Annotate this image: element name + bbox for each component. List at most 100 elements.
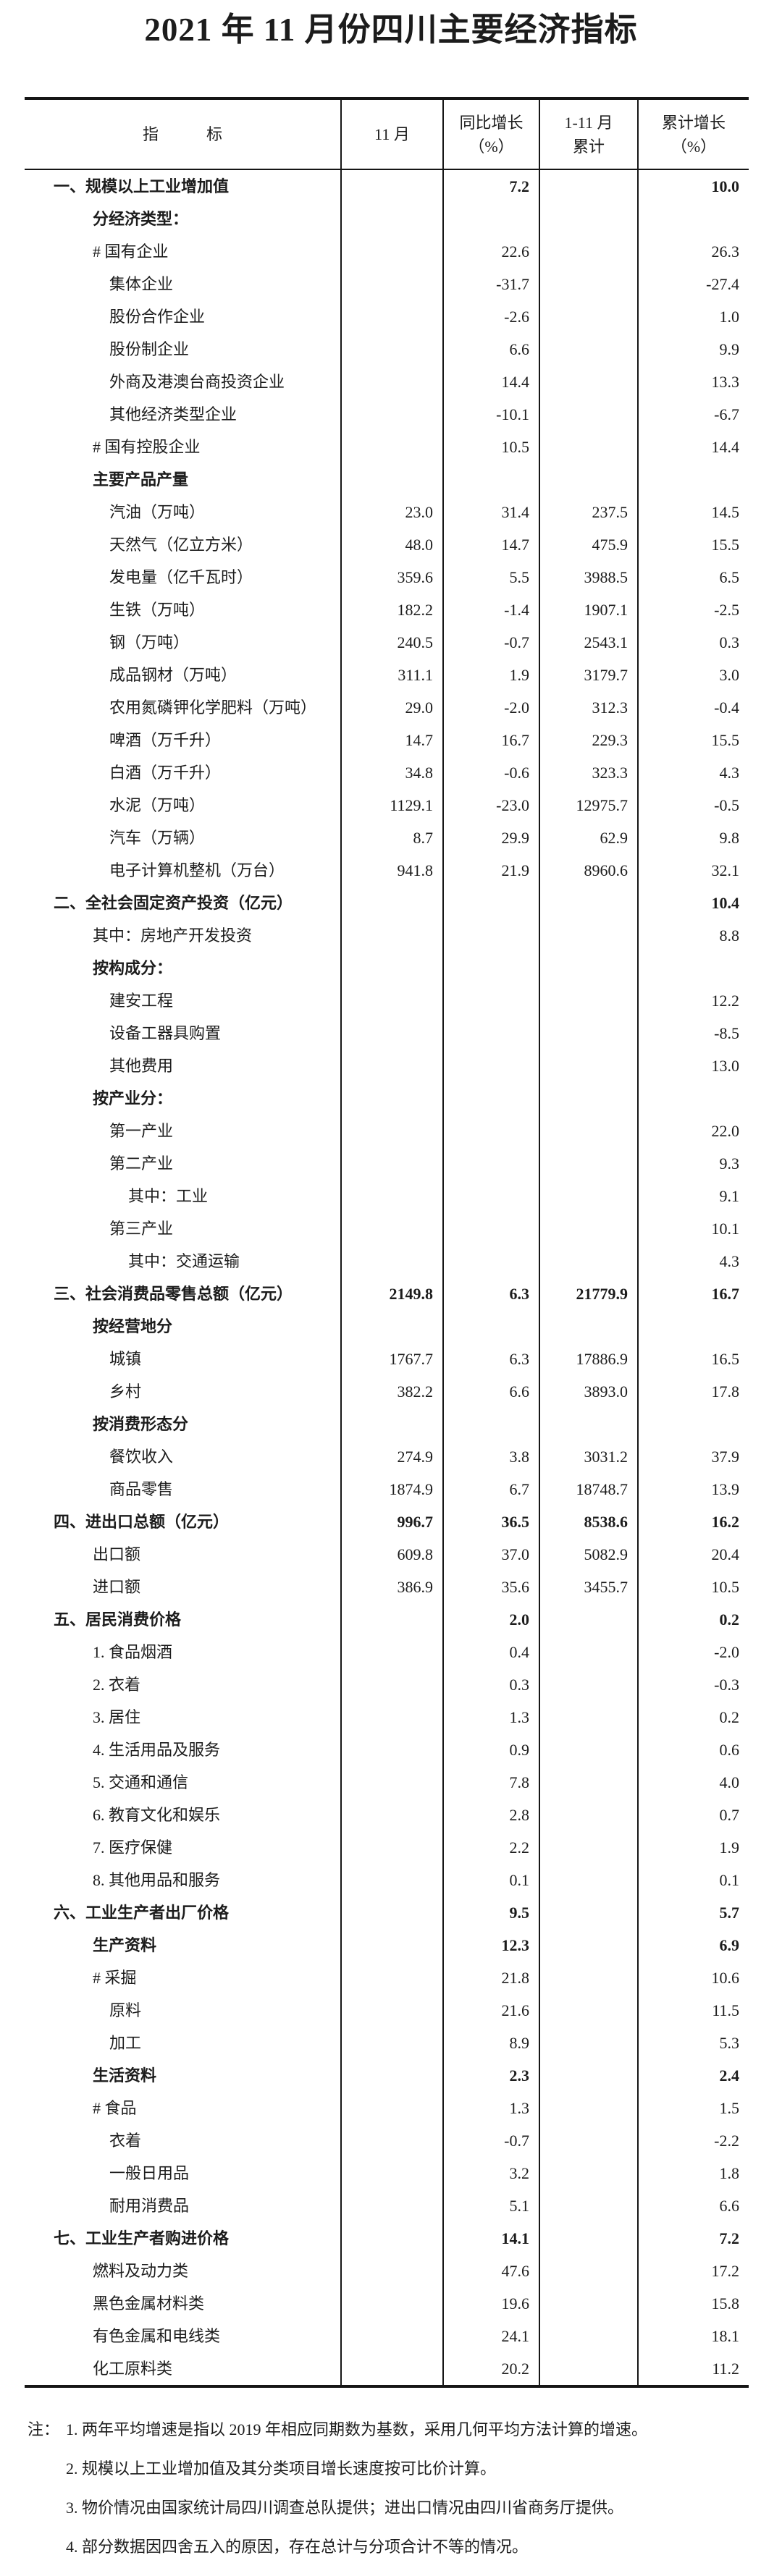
table-row: 按消费形态分	[25, 1408, 749, 1440]
table-row: 啤酒（万千升） 14.7 16.7 229.3 15.5	[25, 724, 749, 756]
value-yoy-growth: 6.3	[444, 1343, 540, 1375]
value-yoy-growth: 21.9	[444, 854, 540, 887]
value-november: 48.0	[342, 528, 444, 561]
value-jan-nov-cumulative: 5082.9	[540, 1538, 639, 1571]
value-november	[342, 300, 444, 333]
value-november	[342, 1082, 444, 1115]
table-row: 六、工业生产者出厂价格 9.5 5.7	[25, 1896, 749, 1929]
value-jan-nov-cumulative	[540, 1636, 639, 1668]
indicator-label: 6. 教育文化和娱乐	[25, 1799, 342, 1831]
indicator-label: 汽车（万辆）	[25, 822, 342, 854]
value-cumulative-growth: -8.5	[714, 1024, 739, 1042]
indicator-label: 其中：工业	[25, 1180, 342, 1212]
table-row: 二、全社会固定资产投资（亿元） 10.4	[25, 887, 749, 919]
note-line: 3. 物价情况由国家统计局四川调查总队提供；进出口情况由四川省商务厅提供。	[28, 2488, 756, 2528]
indicator-label: 生铁（万吨）	[25, 594, 342, 626]
indicator-label: # 国有企业	[25, 235, 342, 268]
table-row: 1. 食品烟酒 0.4 -2.0	[25, 1636, 749, 1668]
note-text: 1. 两年平均增速是指以 2019 年相应同期数为基数，采用几何平均方法计算的增…	[66, 2420, 648, 2438]
value-jan-nov-cumulative	[540, 2352, 639, 2385]
col-header-jan-nov-cumulative: 1-11 月 累计	[540, 100, 639, 169]
value-yoy-growth: 1.3	[444, 2092, 540, 2124]
value-yoy-growth: 31.4	[444, 496, 540, 528]
value-november	[342, 1766, 444, 1799]
value-november	[342, 1831, 444, 1864]
table-row: 进口额 386.9 35.6 3455.7 10.5	[25, 1571, 749, 1603]
value-jan-nov-cumulative	[540, 2092, 639, 2124]
value-cumulative-growth: 4.0	[719, 1773, 740, 1791]
indicator-label: 其他费用	[25, 1050, 342, 1082]
value-cumulative-growth: 1.5	[719, 2099, 740, 2117]
value-jan-nov-cumulative	[540, 333, 639, 366]
table-row: 汽车（万辆） 8.7 29.9 62.9 9.8	[25, 822, 749, 854]
value-november	[342, 333, 444, 366]
table-row: 原料 21.6 11.5	[25, 1994, 749, 2027]
value-yoy-growth: -0.7	[444, 626, 540, 659]
value-cumulative-growth: 17.8	[711, 1382, 740, 1401]
value-yoy-growth: 3.2	[444, 2157, 540, 2189]
table-row: 水泥（万吨） 1129.1 -23.0 12975.7 -0.5	[25, 789, 749, 822]
value-yoy-growth	[444, 887, 540, 919]
value-cumulative-growth: 1.0	[719, 308, 740, 326]
value-cumulative-growth: 10.5	[711, 1578, 740, 1596]
table-row: 有色金属和电线类 24.1 18.1	[25, 2320, 749, 2352]
table-row: 加工 8.9 5.3	[25, 2027, 749, 2059]
notes: 注： 1. 两年平均增速是指以 2019 年相应同期数为基数，采用几何平均方法计算…	[28, 2410, 756, 2567]
indicator-label: 乡村	[25, 1375, 342, 1408]
value-november: 274.9	[342, 1440, 444, 1473]
value-cumulative-growth: 0.1	[719, 1871, 740, 1889]
value-november	[342, 463, 444, 496]
indicator-label: 集体企业	[25, 268, 342, 300]
value-yoy-growth	[444, 203, 540, 235]
value-cumulative-growth: 0.2	[719, 1610, 740, 1629]
value-november: 34.8	[342, 756, 444, 789]
value-cumulative-growth: 0.6	[719, 1741, 740, 1759]
value-november	[342, 2320, 444, 2352]
value-cumulative-growth: 16.7	[711, 1285, 740, 1303]
value-jan-nov-cumulative	[540, 203, 639, 235]
table-row: 四、进出口总额（亿元） 996.7 36.5 8538.6 16.2	[25, 1506, 749, 1538]
table-row: 第二产业 9.3	[25, 1147, 749, 1180]
value-yoy-growth	[444, 463, 540, 496]
value-cumulative-growth: 9.8	[719, 829, 740, 847]
value-november	[342, 1961, 444, 1994]
value-jan-nov-cumulative	[540, 919, 639, 952]
value-yoy-growth: 6.6	[444, 333, 540, 366]
value-november	[342, 1050, 444, 1082]
value-jan-nov-cumulative: 229.3	[540, 724, 639, 756]
table-row: 第一产业 22.0	[25, 1115, 749, 1147]
value-november	[342, 1408, 444, 1440]
table-row: 耐用消费品 5.1 6.6	[25, 2189, 749, 2222]
indicator-label: 天然气（亿立方米）	[25, 528, 342, 561]
indicator-label: 黑色金属材料类	[25, 2287, 342, 2320]
indicator-label: 1. 食品烟酒	[25, 1636, 342, 1668]
table-body: 一、规模以上工业增加值 7.2 10.0 分经济类型： # 国有企业 22.6 26.3 集体…	[25, 170, 749, 2385]
value-cumulative-growth: 14.5	[711, 503, 740, 521]
indicator-label: 汽油（万吨）	[25, 496, 342, 528]
value-cumulative-growth: 0.3	[719, 633, 740, 651]
value-cumulative-growth: -2.2	[714, 2132, 739, 2150]
value-jan-nov-cumulative	[540, 2255, 639, 2287]
indicator-label: 成品钢材（万吨）	[25, 659, 342, 691]
value-jan-nov-cumulative	[540, 984, 639, 1017]
value-cumulative-growth: 37.9	[711, 1448, 740, 1466]
table-row: # 国有控股企业 10.5 14.4	[25, 431, 749, 463]
table-row: 6. 教育文化和娱乐 2.8 0.7	[25, 1799, 749, 1831]
value-yoy-growth	[444, 1050, 540, 1082]
indicator-label: 按产业分：	[25, 1082, 342, 1115]
value-cumulative-growth: 0.2	[719, 1708, 740, 1726]
value-cumulative-growth: 1.9	[719, 1838, 740, 1857]
note-marker	[28, 2449, 66, 2488]
table-row: 其他经济类型企业 -10.1 -6.7	[25, 398, 749, 431]
value-cumulative-growth: -6.7	[714, 405, 739, 423]
indicator-label: 其中：交通运输	[25, 1245, 342, 1278]
table-row: 2. 衣着 0.3 -0.3	[25, 1668, 749, 1701]
indicator-label: 主要产品产量	[25, 463, 342, 496]
value-cumulative-growth	[639, 1408, 749, 1440]
table-row: # 采掘 21.8 10.6	[25, 1961, 749, 1994]
table-row: 按经营地分	[25, 1310, 749, 1343]
value-yoy-growth: 35.6	[444, 1571, 540, 1603]
value-cumulative-growth: 13.3	[711, 373, 740, 391]
indicator-label: 2. 衣着	[25, 1668, 342, 1701]
table-row: 白酒（万千升） 34.8 -0.6 323.3 4.3	[25, 756, 749, 789]
